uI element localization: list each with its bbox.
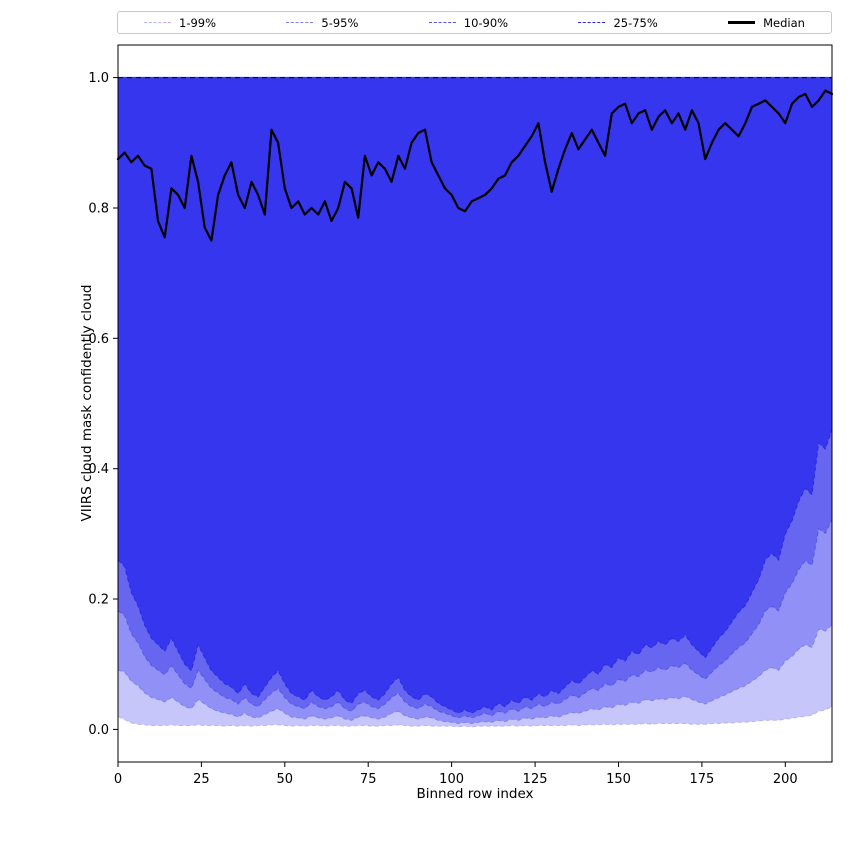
y-tick-label: 1.0	[88, 71, 109, 86]
y-axis-label: VIIRS cloud mask confidently cloud	[79, 284, 95, 522]
y-tick-label: 0.4	[88, 462, 109, 477]
legend-item-10-90%: 10-90%	[428, 15, 509, 30]
legend-item-5-95%: 5-95%	[286, 16, 358, 30]
y-tick-label: 0.2	[88, 593, 109, 608]
x-tick-label: 25	[193, 772, 210, 787]
legend: 1-99% 5-95% 10-90% 25-75% Median	[117, 11, 832, 34]
x-tick-label: 50	[277, 772, 294, 787]
legend-item-label: 10-90%	[463, 15, 509, 30]
band-edge-10-90%	[117, 519, 833, 719]
x-tick-label: 75	[360, 772, 377, 787]
x-tick-label: 0	[114, 772, 122, 787]
x-tick-label: 200	[773, 772, 798, 787]
y-tick-label: 0.6	[88, 332, 109, 347]
legend-item-label: Median	[763, 15, 805, 30]
legend-item-25-75%: 25-75%	[578, 15, 658, 30]
legend-item-median: Median	[728, 16, 805, 30]
y-tick-label: 0.8	[88, 202, 109, 217]
band-edge-25-75%	[117, 429, 833, 714]
legend-line-sample	[428, 22, 456, 23]
x-tick-label: 100	[439, 772, 464, 787]
legend-item-1-99%: 1-99%	[144, 16, 216, 30]
x-tick-label: 175	[689, 772, 714, 787]
axes-spines	[117, 44, 833, 763]
x-tick-label: 125	[523, 772, 548, 787]
legend-line-sample	[578, 22, 606, 23]
legend-item-label: 1-99%	[179, 15, 217, 30]
legend-line-sample	[144, 22, 171, 23]
band-edge-1-99%	[117, 706, 833, 728]
x-tick-label: 150	[606, 772, 631, 787]
legend-item-label: 25-75%	[613, 15, 658, 30]
x-axis-label: Binned row index	[416, 786, 534, 802]
legend-item-label: 5-95%	[321, 15, 359, 30]
band-fill-25-75%	[118, 77, 832, 714]
band-edge-5-95%	[117, 624, 833, 725]
y-tick-label: 0.0	[88, 723, 109, 738]
median-line	[116, 89, 834, 242]
legend-line-sample	[286, 22, 314, 23]
legend-line-sample	[728, 21, 756, 24]
